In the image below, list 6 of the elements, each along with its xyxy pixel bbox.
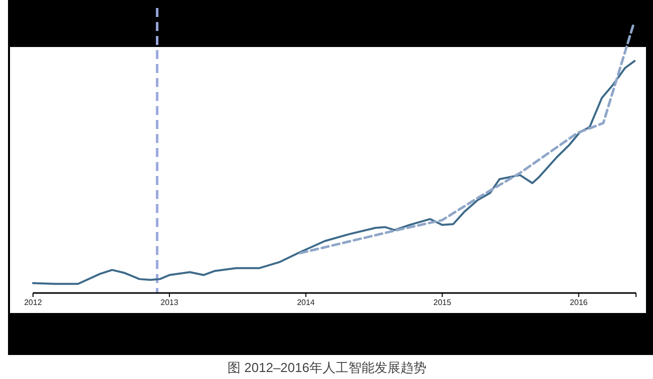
- x-tick-label: 2013: [160, 298, 179, 307]
- x-tick-label: 2012: [24, 298, 42, 307]
- x-tick-label: 2016: [570, 298, 588, 307]
- caption: 图 2012–2016年人工智能发展趋势: [228, 360, 426, 375]
- x-tick-label: 2014: [296, 298, 316, 307]
- x-tick-label: 2015: [433, 298, 452, 307]
